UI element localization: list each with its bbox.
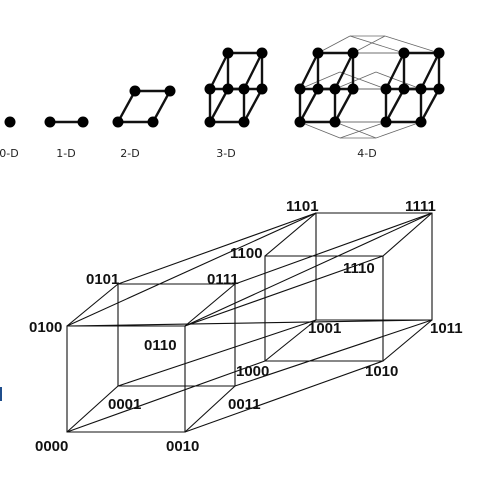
node-label-1111: 1111 <box>405 198 436 215</box>
label-0d: 0-D <box>0 147 19 160</box>
cube-1d <box>44 116 89 128</box>
node-label-1010: 1010 <box>365 363 398 380</box>
left-cube <box>294 47 359 128</box>
vertex-dot <box>147 116 159 128</box>
tesseract-wireframe <box>66 212 433 433</box>
node-label-1000: 1000 <box>236 363 269 380</box>
label-1d: 1-D <box>56 147 75 160</box>
vertex-dot <box>77 116 89 128</box>
square-edges <box>115 89 173 124</box>
node-labels: 0000 0001 0010 0011 0100 0101 0110 0111 … <box>29 198 463 455</box>
node-label-0100: 0100 <box>29 319 62 336</box>
connector-0100-1100 <box>66 212 317 327</box>
vertex-dot <box>164 85 176 97</box>
cube-3d <box>204 47 268 128</box>
node-label-0001: 0001 <box>108 396 141 413</box>
vertex-dot <box>44 116 56 128</box>
node-label-0000: 0000 <box>35 438 68 455</box>
label-4d: 4-D <box>357 147 376 160</box>
cube-4d <box>294 35 445 139</box>
node-label-1101: 1101 <box>286 198 319 215</box>
vertex-dot <box>4 116 16 128</box>
cropped-edge-mark <box>0 387 2 401</box>
node-label-0010: 0010 <box>166 438 199 455</box>
vertex-dot <box>129 85 141 97</box>
node-label-1001: 1001 <box>308 320 341 337</box>
label-2d: 2-D <box>120 147 139 160</box>
cube-2d <box>112 85 176 128</box>
node-label-1110: 1110 <box>343 260 375 277</box>
node-label-0111: 0111 <box>207 271 239 288</box>
node-label-1011: 1011 <box>430 320 463 337</box>
node-label-0011: 0011 <box>228 396 261 413</box>
label-3d: 3-D <box>216 147 235 160</box>
right-cube <box>380 47 445 128</box>
node-label-1100: 1100 <box>230 245 263 262</box>
cube-0d <box>4 116 16 128</box>
dimension-row: 0-D 1-D 2-D 3-D 4-D <box>0 35 445 160</box>
node-label-0101: 0101 <box>86 271 119 288</box>
vertex-dot <box>112 116 124 128</box>
node-label-0110: 0110 <box>144 337 177 354</box>
vertex-dots <box>204 47 268 128</box>
